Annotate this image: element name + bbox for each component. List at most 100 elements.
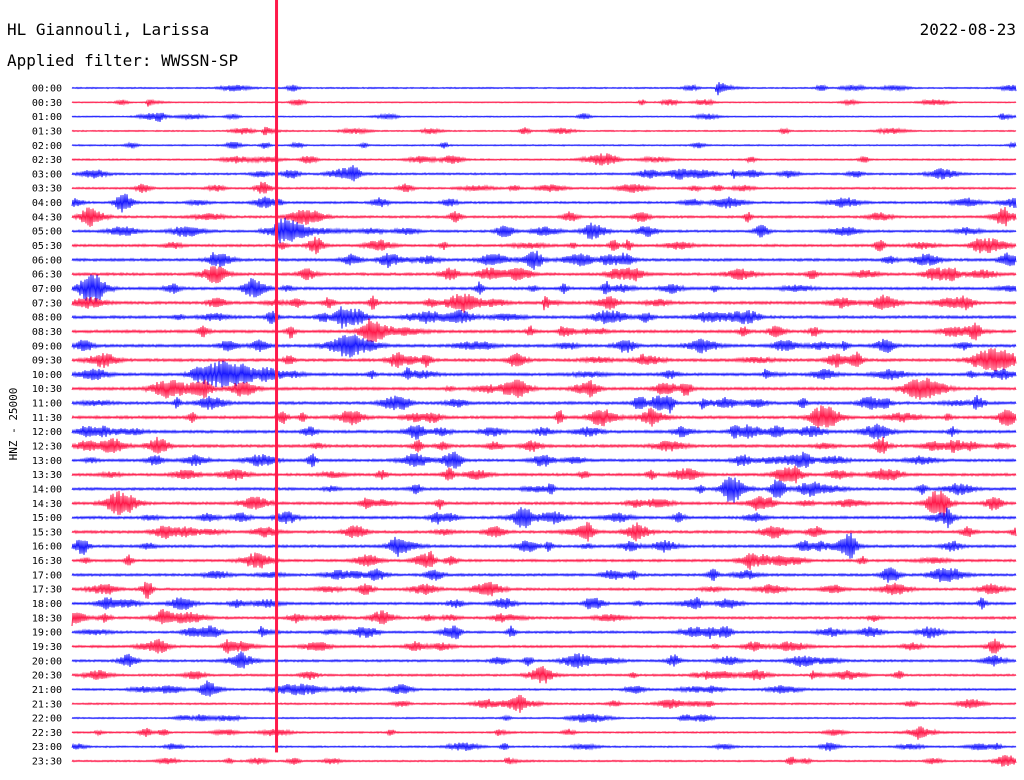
trace-row xyxy=(71,126,1017,136)
trace-row xyxy=(71,306,1017,329)
row-time-label: 03:30 xyxy=(32,184,62,195)
row-time-label: 17:30 xyxy=(32,585,62,596)
row-time-label: 23:30 xyxy=(32,757,62,768)
row-time-label: 13:00 xyxy=(32,456,62,467)
trace-row xyxy=(71,532,1017,559)
trace-row xyxy=(71,236,1017,255)
row-time-label: 12:00 xyxy=(32,427,62,438)
seismogram-traces xyxy=(71,0,1017,767)
row-time-label: 20:30 xyxy=(32,671,62,682)
trace-row xyxy=(71,405,1017,429)
row-time-label: 05:00 xyxy=(32,227,62,238)
row-time-label: 14:30 xyxy=(32,499,62,510)
row-time-label: 19:00 xyxy=(32,628,62,639)
row-time-label: 03:00 xyxy=(32,169,62,180)
trace-row xyxy=(71,250,1017,270)
trace-row xyxy=(71,507,1017,529)
row-time-label: 14:00 xyxy=(32,484,62,495)
trace-row xyxy=(71,82,1017,96)
trace-row xyxy=(71,274,1017,303)
trace-row xyxy=(71,293,1017,313)
trace-row xyxy=(71,153,1017,166)
row-time-label: 19:30 xyxy=(32,642,62,653)
trace-row xyxy=(71,608,1017,627)
trace-row xyxy=(71,266,1017,284)
row-time-label: 11:30 xyxy=(32,413,62,424)
row-time-label: 18:00 xyxy=(32,599,62,610)
row-time-label: 22:00 xyxy=(32,714,62,725)
trace-row xyxy=(71,181,1017,194)
trace-row xyxy=(71,395,1017,414)
trace-row xyxy=(71,651,1017,669)
trace-row xyxy=(71,680,1017,697)
trace-row xyxy=(71,423,1017,440)
row-time-labels: 00:00 00:30 01:00 01:30 02:00 02:30 03:00 03:30… xyxy=(32,84,62,768)
filter-label: Applied filter: WWSSN-SP xyxy=(7,51,238,70)
row-time-label: 12:30 xyxy=(32,442,62,453)
trace-row xyxy=(71,625,1017,640)
trace-row xyxy=(71,476,1017,503)
date-label: 2022-08-23 xyxy=(920,20,1016,39)
row-time-label: 15:00 xyxy=(32,513,62,524)
row-time-label: 00:00 xyxy=(32,84,62,95)
trace-row xyxy=(71,713,1017,723)
row-time-label: 01:30 xyxy=(32,126,62,137)
trace-row xyxy=(71,451,1017,469)
trace-row xyxy=(71,742,1017,752)
trace-row xyxy=(71,521,1017,542)
earthquake-spike xyxy=(275,0,279,753)
row-time-label: 09:00 xyxy=(32,341,62,352)
trace-row xyxy=(71,436,1017,454)
trace-row xyxy=(71,490,1017,518)
row-time-label: 04:00 xyxy=(32,198,62,209)
trace-row xyxy=(71,193,1017,213)
trace-row xyxy=(71,550,1017,570)
row-time-label: 07:30 xyxy=(32,298,62,309)
row-time-label: 23:00 xyxy=(32,742,62,753)
row-time-label: 06:00 xyxy=(32,255,62,266)
channel-scale-label: HNZ - 25000 xyxy=(7,388,20,461)
trace-row xyxy=(71,360,1017,388)
row-time-label: 13:30 xyxy=(32,470,62,481)
trace-row xyxy=(71,377,1017,400)
row-time-label: 11:00 xyxy=(32,399,62,410)
row-time-label: 02:30 xyxy=(32,155,62,166)
trace-row xyxy=(71,754,1017,767)
trace-row xyxy=(71,334,1017,358)
trace-row xyxy=(71,141,1017,150)
row-time-label: 22:30 xyxy=(32,728,62,739)
row-time-label: 01:00 xyxy=(32,112,62,123)
trace-row xyxy=(71,165,1017,182)
trace-row xyxy=(71,206,1017,227)
row-time-label: 08:30 xyxy=(32,327,62,338)
row-time-label: 15:30 xyxy=(32,527,62,538)
row-time-label: 16:00 xyxy=(32,542,62,553)
trace-row xyxy=(71,98,1017,107)
trace-row xyxy=(71,348,1017,372)
trace-row xyxy=(71,665,1017,684)
trace-row xyxy=(71,581,1017,599)
trace-row xyxy=(71,567,1017,583)
row-time-label: 00:30 xyxy=(32,98,62,109)
row-time-label: 18:30 xyxy=(32,613,62,624)
row-time-label: 08:00 xyxy=(32,313,62,324)
row-time-label: 05:30 xyxy=(32,241,62,252)
row-time-label: 21:30 xyxy=(32,699,62,710)
station-title: HL Giannouli, Larissa xyxy=(7,20,209,39)
trace-row xyxy=(71,217,1017,244)
row-time-label: 07:00 xyxy=(32,284,62,295)
row-time-label: 09:30 xyxy=(32,356,62,367)
row-time-label: 02:00 xyxy=(32,141,62,152)
row-time-label: 04:30 xyxy=(32,212,62,223)
trace-row xyxy=(71,318,1017,343)
trace-row xyxy=(71,694,1017,713)
row-time-label: 16:30 xyxy=(32,556,62,567)
row-time-label: 10:30 xyxy=(32,384,62,395)
trace-row xyxy=(71,726,1017,740)
row-time-label: 10:00 xyxy=(32,370,62,381)
row-time-label: 17:00 xyxy=(32,570,62,581)
trace-row xyxy=(71,112,1017,122)
row-time-label: 06:30 xyxy=(32,270,62,281)
row-time-label: 21:00 xyxy=(32,685,62,696)
